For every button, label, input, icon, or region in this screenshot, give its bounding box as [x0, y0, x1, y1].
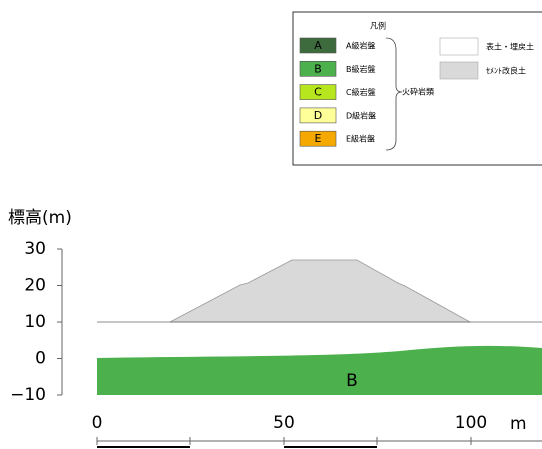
- x-tick-label: 50: [273, 413, 295, 433]
- y-tick-label: 0: [35, 349, 46, 369]
- legend-label: B級岩盤: [346, 64, 376, 74]
- legend-code: B: [314, 62, 322, 75]
- y-tick-label: 30: [24, 239, 46, 259]
- legend-swatch: [299, 130, 337, 147]
- legend-label: C級岩盤: [346, 87, 376, 97]
- legend-bracket: [385, 37, 403, 151]
- legend-code: D: [314, 109, 322, 122]
- legend-swatch: [299, 37, 337, 54]
- legend-code: C: [314, 86, 322, 99]
- x-tick-label: 0: [92, 413, 103, 433]
- legend-title: 凡例: [370, 21, 386, 31]
- embankment: [169, 259, 472, 323]
- legend-swatch: [439, 37, 479, 56]
- legend-swatch: [439, 61, 479, 80]
- legend-label: ｾﾒﾝﾄ改良土: [486, 66, 526, 76]
- rock-region: [97, 345, 542, 395]
- legend-label: D級岩盤: [346, 110, 376, 120]
- x-tick-label: 100: [455, 413, 487, 433]
- legend-label: 表土・埋戻土: [486, 42, 534, 52]
- x-unit: m: [510, 414, 527, 434]
- legend-swatch: [299, 84, 337, 100]
- y-tick-label: 10: [24, 312, 46, 332]
- legend-label: E級岩盤: [346, 134, 375, 144]
- legend-label: A級岩盤: [346, 41, 375, 51]
- y-tick-label: 20: [24, 276, 46, 296]
- group-label: 火砕岩類: [402, 87, 434, 97]
- legend-code: E: [315, 132, 322, 145]
- legend-code: A: [314, 39, 322, 52]
- region-label: B: [346, 371, 358, 391]
- y-axis-label: 標高(m): [8, 208, 72, 228]
- legend-swatch: [299, 107, 337, 124]
- y-tick-label: −10: [10, 385, 46, 405]
- legend-swatch: [299, 60, 337, 77]
- scale-ticks: [96, 437, 472, 445]
